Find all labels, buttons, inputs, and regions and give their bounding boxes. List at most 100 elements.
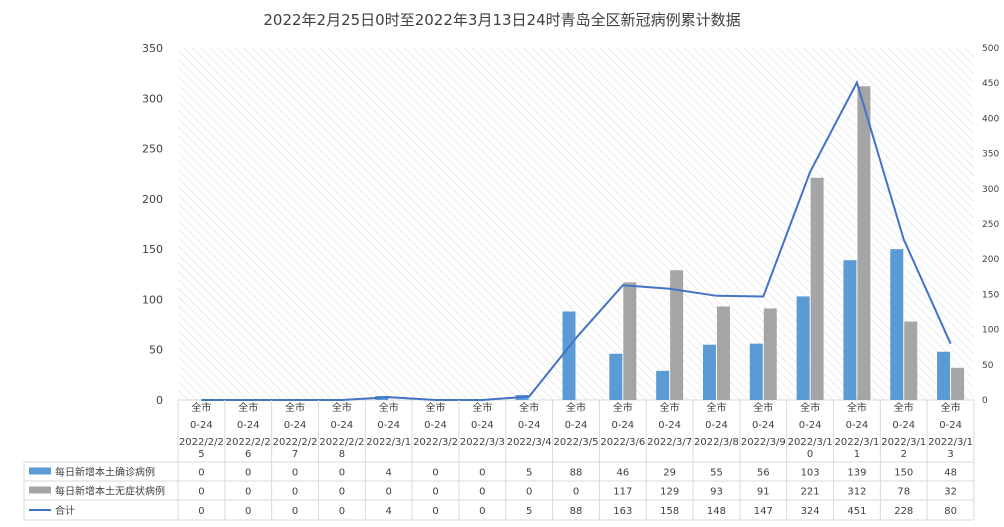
x-category-label-line: 0-24 — [331, 420, 354, 431]
table-cell: 0 — [479, 468, 485, 479]
x-category-label: 全市 0-24 2022/3/10 — [788, 401, 833, 460]
x-category-label-line: 全市 — [660, 401, 680, 414]
table-cell: 129 — [660, 487, 679, 498]
table-cell: 4 — [386, 468, 392, 479]
y-right-tick-label: 500 — [982, 44, 999, 54]
x-category-label-line: 2022/3/1 — [788, 437, 833, 448]
table-cell: 0 — [292, 506, 298, 517]
bar-confirmed — [796, 296, 810, 400]
x-category-label-line: 0-24 — [237, 420, 260, 431]
y-left-tick-label: 0 — [156, 394, 163, 407]
total-line — [201, 79, 952, 401]
table-cell: 0 — [339, 506, 345, 517]
x-category-label-line: 全市 — [191, 401, 211, 414]
x-category-label-line: 0-24 — [705, 420, 728, 431]
table-cell: 0 — [245, 468, 251, 479]
x-category-label-line: 2022/3/1 — [881, 437, 926, 448]
x-category-label-line: 全市 — [379, 401, 399, 414]
x-category-label-line: 2022/3/6 — [600, 437, 645, 448]
table-cell: 0 — [432, 487, 438, 498]
x-category-label-line: 全市 — [332, 401, 352, 414]
table-cell: 55 — [710, 468, 723, 479]
x-category-label-line: 2022/2/2 — [273, 437, 318, 448]
table-cell: 88 — [570, 468, 583, 479]
x-category-label-line: 全市 — [472, 401, 492, 414]
table-cell: 0 — [198, 468, 204, 479]
bar-confirmed — [843, 260, 857, 400]
table-cell: 117 — [613, 487, 632, 498]
table-cell: 148 — [707, 506, 726, 517]
x-category-label-line: 2022/2/2 — [179, 437, 224, 448]
x-category-label-line: 2022/3/8 — [694, 437, 739, 448]
y-left-tick-label: 50 — [149, 344, 163, 357]
x-category-label-line: 0-24 — [284, 420, 307, 431]
bar-asymptomatic — [951, 367, 965, 400]
y-left-tick-label: 100 — [142, 293, 163, 306]
y-right-tick-label: 300 — [982, 185, 999, 195]
y-right-tick-label: 350 — [982, 150, 999, 160]
y-right-tick-label: 400 — [982, 114, 999, 124]
table-cell: 0 — [198, 506, 204, 517]
table-row: 每日新增本土确诊病例 0 0 0 0 4 0 0 5 88 46 29 55 56 103 139 150 48 — [29, 466, 957, 479]
x-category-label-line: 2022/2/2 — [319, 437, 364, 448]
y-right-tick-label: 200 — [982, 255, 999, 265]
y-right-tick-label: 450 — [982, 79, 999, 89]
bar-asymptomatic — [670, 270, 684, 400]
x-category-label-line: 0 — [807, 449, 813, 460]
table-cell: 32 — [944, 487, 957, 498]
table-cell: 0 — [432, 468, 438, 479]
bar-confirmed — [702, 344, 716, 400]
x-category-label-line: 2022/3/4 — [507, 437, 552, 448]
x-category-label: 全市 0-24 2022/2/26 — [226, 401, 271, 460]
table-cell: 56 — [757, 468, 770, 479]
table-cell: 0 — [198, 487, 204, 498]
x-category-label-line: 2022/3/1 — [366, 437, 411, 448]
table-cell: 103 — [801, 468, 820, 479]
table-cell: 150 — [894, 468, 913, 479]
x-category-label-line: 1 — [854, 449, 860, 460]
legend-label: 合计 — [55, 504, 75, 517]
x-category-label-line: 0-24 — [799, 420, 822, 431]
x-category-label: 全市 0-24 2022/3/3 — [460, 401, 505, 448]
x-category-label-line: 全市 — [566, 401, 586, 414]
x-category-label-line: 2022/3/1 — [928, 437, 973, 448]
y-left-tick-label: 200 — [142, 193, 163, 206]
x-category-label-line: 全市 — [706, 401, 726, 414]
chart-title: 2022年2月25日0时至2022年3月13日24时青岛全区新冠病例累计数据 — [263, 11, 740, 29]
table-cell: 228 — [894, 506, 913, 517]
x-category-label-line: 0-24 — [752, 420, 775, 431]
x-category-label-line: 5 — [198, 449, 204, 460]
x-category-label-line: 2022/3/5 — [554, 437, 599, 448]
table-cell: 5 — [526, 506, 532, 517]
table-cell: 0 — [479, 487, 485, 498]
y-left-tick-label: 350 — [142, 42, 163, 55]
table-cell: 163 — [613, 506, 632, 517]
x-category-label-line: 全市 — [613, 401, 633, 414]
table-cell: 0 — [479, 506, 485, 517]
table-cell: 5 — [526, 468, 532, 479]
x-category-label: 全市 0-24 2022/3/7 — [647, 401, 692, 448]
table-cell: 0 — [432, 506, 438, 517]
table-cell: 88 — [570, 506, 583, 517]
y-left-tick-label: 250 — [142, 143, 163, 156]
bar-asymptomatic — [763, 308, 777, 400]
x-category-label-line: 2022/3/1 — [834, 437, 879, 448]
table-row: 每日新增本土无症状病例 0 0 0 0 0 0 0 0 0 117 129 93 91 221 312 78 32 — [29, 485, 957, 498]
x-category-label-line: 全市 — [894, 401, 914, 414]
table-cell: 0 — [339, 487, 345, 498]
bar-confirmed — [656, 370, 670, 400]
x-category-label-line: 0-24 — [471, 420, 494, 431]
table-cell: 221 — [801, 487, 820, 498]
table-cell: 0 — [245, 487, 251, 498]
y-right-tick-label: 100 — [982, 326, 999, 336]
table-cell: 0 — [386, 487, 392, 498]
y-right-tick-label: 0 — [982, 396, 988, 406]
plot-area — [178, 48, 974, 400]
table-cell: 0 — [292, 468, 298, 479]
table-row: 合计 0 0 0 0 4 0 0 5 88 163 158 148 147 324 451 228 80 — [29, 504, 957, 517]
x-category-label-line: 0-24 — [892, 420, 915, 431]
table-cell: 0 — [573, 487, 579, 498]
x-category-label: 全市 0-24 2022/3/6 — [600, 401, 645, 448]
table-cell: 324 — [801, 506, 820, 517]
